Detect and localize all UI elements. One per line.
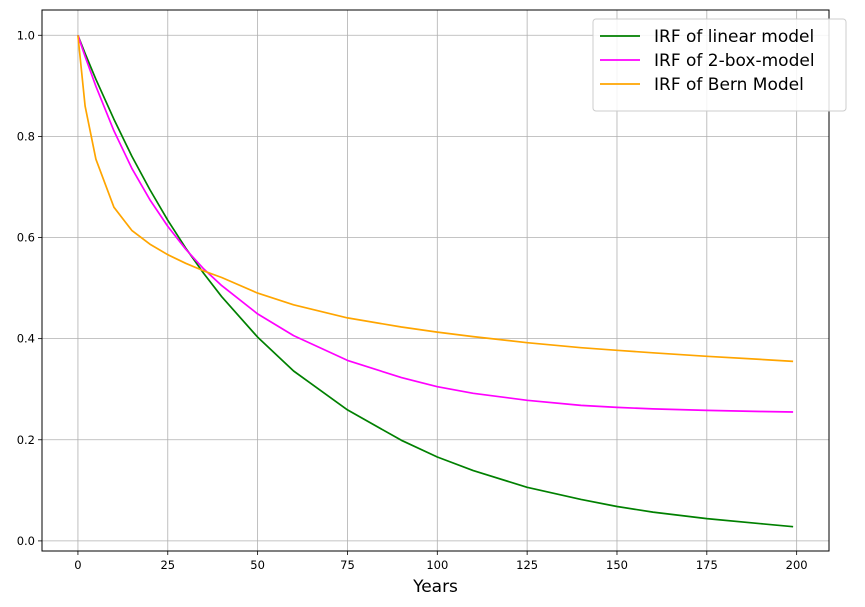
series-line-0 [77,34,794,528]
x-tick-label: 100 [426,558,448,572]
x-axis-ticks: 0 25 50 75 100 125 150 175 200 [74,551,808,572]
series-line-2 [77,35,794,363]
y-tick-label: 0.6 [17,231,35,245]
legend-label: IRF of linear model [654,27,814,47]
x-tick-label: 75 [340,558,355,572]
y-tick-label: 0.2 [17,433,35,447]
series-line-1 [77,35,794,413]
y-axis-ticks: 0.0 0.2 0.4 0.6 0.8 1.0 [17,28,42,548]
y-tick-label: 0.8 [17,129,35,143]
x-tick-label: 50 [250,558,265,572]
y-tick-label: 0.0 [17,534,35,548]
x-axis-title: Years [412,577,458,597]
x-tick-label: 175 [696,558,718,572]
legend: IRF of linear model IRF of 2-box-model IRF… [592,18,847,112]
x-tick-label: 200 [786,558,808,572]
x-tick-label: 0 [74,558,81,572]
y-tick-label: 1.0 [17,28,35,42]
legend-box [592,18,847,112]
y-tick-label: 0.4 [17,332,35,346]
series-lines [77,34,794,528]
plot-frame [41,9,830,552]
x-tick-label: 25 [160,558,175,572]
legend-label: IRF of Bern Model [654,75,804,95]
x-tick-label: 150 [606,558,628,572]
x-tick-label: 125 [516,558,538,572]
legend-label: IRF of 2-box-model [654,51,815,71]
